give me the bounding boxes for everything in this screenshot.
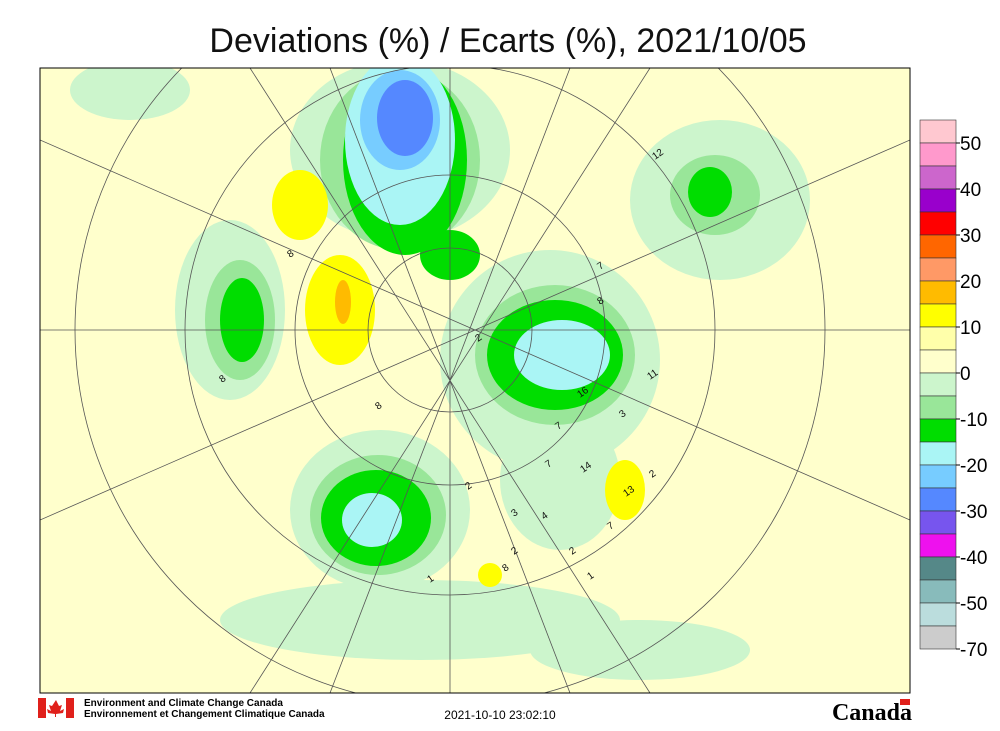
colorbar-swatch (919, 326, 957, 351)
station-label: 1 (585, 570, 596, 582)
colorbar-label: 20 (960, 272, 981, 293)
station-label: 8 (285, 248, 296, 260)
colorbar-label: -70 (960, 640, 987, 661)
station-label: 2 (647, 468, 658, 480)
colorbar-swatch (919, 418, 957, 443)
colorbar-label: 0 (960, 364, 971, 385)
station-label: 2 (509, 545, 520, 557)
colorbar-label: -10 (960, 410, 987, 431)
station-label: 8 (373, 400, 384, 412)
colorbar-swatch (919, 395, 957, 420)
colorbar-label: 30 (960, 226, 981, 247)
footer: Environment and Climate Change Canada En… (38, 698, 912, 726)
timestamp: 2021-10-10 23:02:10 (444, 708, 556, 722)
agency-fr: Environnement et Changement Climatique C… (84, 709, 325, 720)
colorbar-label: 10 (960, 318, 981, 339)
colorbar: 50 40 30 20 10 0 -10 -20 -30 -40 -50 -70 (919, 119, 987, 661)
station-label: 3 (617, 408, 628, 420)
station-label: 2 (473, 332, 484, 344)
colorbar-swatch (919, 349, 957, 374)
colorbar-swatch (919, 257, 957, 282)
colorbar-swatch (919, 556, 957, 581)
station-label: 7 (553, 420, 564, 432)
station-label: 3 (509, 507, 520, 519)
title: Deviations (%) / Ecarts (%), 2021/10/05 (209, 22, 806, 60)
wordmark: Canada (832, 700, 912, 726)
station-label: 7 (543, 458, 554, 470)
station-label: 2 (463, 480, 474, 492)
colorbar-swatch (919, 372, 957, 397)
colorbar-swatch (919, 441, 957, 466)
colorbar-swatch (919, 211, 957, 236)
colorbar-swatch (919, 142, 957, 167)
colorbar-swatch (919, 533, 957, 558)
colorbar-swatch (919, 234, 957, 259)
station-label: 8 (217, 373, 228, 385)
colorbar-swatch (919, 487, 957, 512)
station-label: 7 (595, 260, 606, 272)
agency-en: Environment and Climate Change Canada (84, 698, 283, 709)
colorbar-swatch (919, 165, 957, 190)
colorbar-label: -50 (960, 594, 987, 615)
colorbar-swatch (919, 602, 957, 627)
station-label: 7 (605, 520, 616, 532)
colorbar-label: -30 (960, 502, 987, 523)
colorbar-swatch (919, 280, 957, 305)
station-label: 1 (425, 573, 436, 585)
colorbar-label: 40 (960, 180, 981, 201)
colorbar-swatch (919, 625, 957, 650)
colorbar-swatch (919, 119, 957, 144)
station-label: 8 (500, 562, 511, 574)
colorbar-swatch (919, 510, 957, 535)
station-label: 4 (539, 510, 550, 522)
colorbar-swatch (919, 464, 957, 489)
colorbar-swatch (919, 188, 957, 213)
colorbar-label: -40 (960, 548, 987, 569)
station-label: 2 (567, 545, 578, 557)
station-label: 8 (595, 295, 606, 307)
colorbar-label: -20 (960, 456, 987, 477)
colorbar-swatch (919, 303, 957, 328)
colorbar-swatch (919, 579, 957, 604)
colorbar-label: 50 (960, 134, 981, 155)
